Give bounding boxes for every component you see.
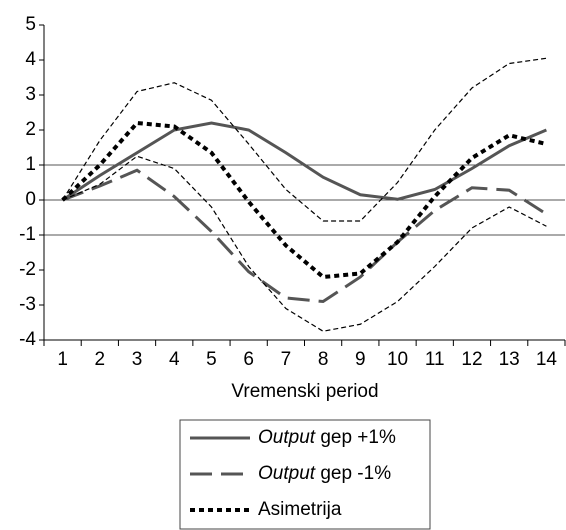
x-tick-label: 12 [461, 349, 482, 370]
x-tick-label: 4 [169, 349, 180, 370]
x-axis-label: Vremenski period [231, 381, 378, 402]
y-tick-label: 3 [25, 84, 36, 105]
legend-label: Output gep +1% [258, 427, 396, 448]
x-tick-label: 10 [387, 349, 408, 370]
y-tick-label: -4 [19, 329, 36, 350]
legend-label-part: Output [258, 463, 316, 484]
y-tick-label: 1 [25, 154, 36, 175]
y-tick-label: -3 [19, 294, 36, 315]
series-line [62, 155, 547, 332]
x-tick-label: 3 [132, 349, 143, 370]
x-tick-label: 5 [206, 349, 217, 370]
series-line [62, 168, 548, 304]
y-tick-label: 2 [25, 119, 36, 140]
series-line [61, 120, 547, 280]
legend-label: Output gep -1% [258, 463, 391, 484]
legend-label-part: Output [258, 427, 316, 448]
y-tick-label: 0 [25, 189, 36, 210]
x-tick-label: 9 [355, 349, 366, 370]
series-line [61, 121, 547, 202]
y-tick-label: 4 [25, 49, 36, 70]
y-tick-label: -1 [19, 224, 36, 245]
legend-label-part: gep +1% [315, 427, 396, 448]
x-tick-label: 2 [95, 349, 106, 370]
x-tick-label: 13 [499, 349, 520, 370]
x-tick-label: 14 [536, 349, 558, 370]
series-line [62, 57, 547, 222]
x-tick-label: 6 [243, 349, 254, 370]
x-tick-label: 1 [57, 349, 68, 370]
x-tick-label: 8 [318, 349, 329, 370]
y-tick-label: 5 [25, 14, 36, 35]
x-tick-label: 11 [425, 349, 445, 370]
legend-box [179, 419, 431, 530]
legend-label-part: gep -1% [315, 463, 391, 484]
legend-label: Asimetrija [258, 499, 342, 520]
x-tick-label: 7 [281, 349, 292, 370]
y-tick-label: -2 [19, 259, 36, 280]
